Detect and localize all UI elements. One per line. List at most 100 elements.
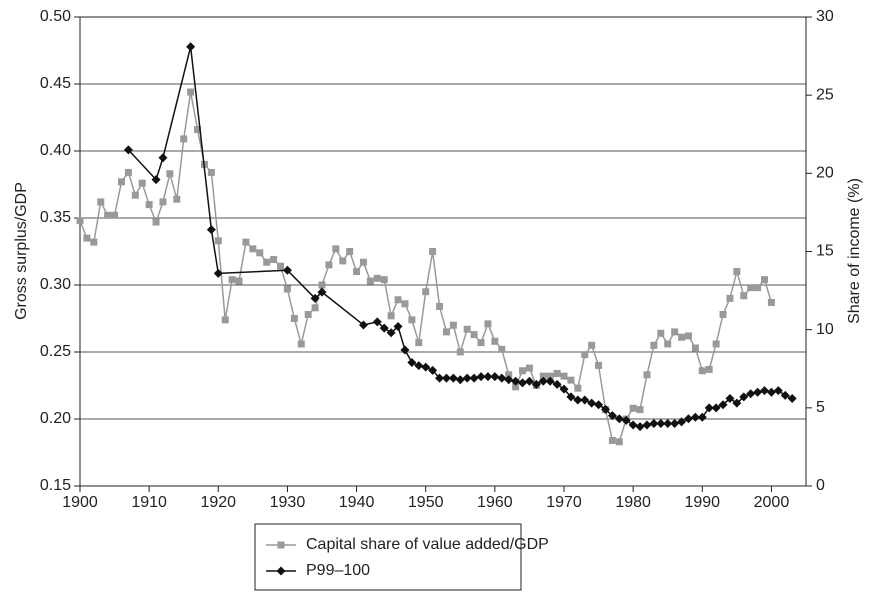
data-point	[650, 341, 658, 349]
y-tick-label: 0.50	[40, 8, 71, 25]
data-point	[283, 285, 291, 293]
data-point	[642, 420, 652, 430]
data-point	[145, 201, 153, 209]
data-point	[463, 325, 471, 333]
data-point	[421, 362, 431, 372]
data-point	[166, 170, 174, 178]
data-point	[400, 345, 410, 355]
data-point	[615, 438, 623, 446]
data-point	[684, 332, 692, 340]
data-point	[407, 357, 417, 367]
data-point	[282, 265, 292, 275]
y2-tick-label: 15	[816, 243, 834, 260]
plot-frame	[79, 16, 807, 487]
data-point	[311, 304, 319, 312]
data-point	[545, 376, 555, 386]
data-point	[595, 361, 603, 369]
data-point	[747, 284, 755, 292]
data-point	[194, 126, 202, 134]
data-point	[754, 284, 762, 292]
data-point	[429, 248, 437, 255]
y2-tick-label: 20	[816, 165, 834, 182]
data-point	[428, 365, 438, 375]
data-point	[740, 292, 748, 300]
data-point	[511, 376, 521, 386]
data-point	[588, 341, 596, 349]
data-point	[753, 387, 763, 397]
data-point	[214, 237, 222, 245]
data-point	[608, 436, 616, 444]
data-point	[456, 348, 464, 356]
x-tick-label: 2000	[754, 494, 790, 511]
data-point	[581, 351, 589, 359]
data-point	[574, 384, 582, 392]
data-point	[270, 256, 278, 264]
data-point	[656, 418, 666, 428]
x-tick-label: 1970	[546, 494, 582, 511]
legend-marker	[277, 541, 285, 549]
y-tick-label: 0.20	[40, 410, 71, 427]
data-point	[449, 321, 457, 329]
data-point	[621, 415, 631, 425]
data-point	[206, 225, 216, 235]
y2-tick-label: 10	[816, 321, 834, 338]
data-point	[180, 135, 188, 143]
data-point	[484, 320, 492, 328]
data-point	[304, 310, 312, 318]
data-point	[773, 386, 783, 396]
y2-tick-label: 0	[816, 477, 825, 494]
data-point	[366, 277, 374, 285]
data-point	[497, 373, 507, 383]
y-tick-label: 0.35	[40, 209, 71, 226]
data-point	[393, 322, 403, 332]
data-point	[760, 386, 770, 396]
data-point	[455, 375, 465, 385]
data-point	[97, 198, 105, 206]
data-point	[567, 376, 575, 384]
y-tick-label: 0.40	[40, 142, 71, 159]
data-point	[698, 367, 706, 375]
data-point	[780, 390, 790, 400]
data-point	[358, 320, 368, 330]
data-point	[690, 412, 700, 422]
y-tick-label: 0.15	[40, 477, 71, 494]
data-point	[173, 195, 181, 203]
data-point	[524, 376, 534, 386]
x-tick-label: 1990	[684, 494, 720, 511]
data-point	[138, 179, 146, 187]
data-point	[560, 372, 568, 380]
data-point	[491, 337, 499, 345]
x-tick-label: 1960	[477, 494, 513, 511]
y2-tick-label: 5	[816, 399, 825, 416]
data-point	[573, 395, 583, 405]
data-point	[505, 371, 513, 379]
data-point	[318, 281, 326, 289]
data-point	[339, 257, 347, 265]
data-point	[766, 387, 776, 397]
data-point	[104, 211, 112, 219]
data-point	[228, 276, 236, 284]
data-point	[580, 395, 590, 405]
data-point	[732, 398, 742, 408]
data-point	[297, 340, 305, 348]
data-point	[359, 258, 367, 266]
data-point	[767, 298, 775, 306]
data-point	[277, 262, 285, 270]
data-point	[483, 372, 493, 382]
data-point	[386, 328, 396, 338]
data-point	[158, 153, 168, 163]
data-point	[677, 417, 687, 427]
legend-label: P99–100	[306, 562, 370, 579]
data-point	[531, 379, 541, 389]
data-point	[435, 373, 445, 383]
data-point	[477, 339, 485, 347]
data-point	[332, 245, 340, 253]
y2-axis-label: Share of income (%)	[846, 178, 863, 324]
x-tick-label: 1980	[615, 494, 651, 511]
data-point	[697, 412, 707, 422]
data-point	[414, 361, 424, 371]
data-point	[325, 261, 333, 269]
data-point	[152, 218, 160, 226]
data-point	[213, 268, 223, 278]
data-point	[422, 288, 430, 296]
